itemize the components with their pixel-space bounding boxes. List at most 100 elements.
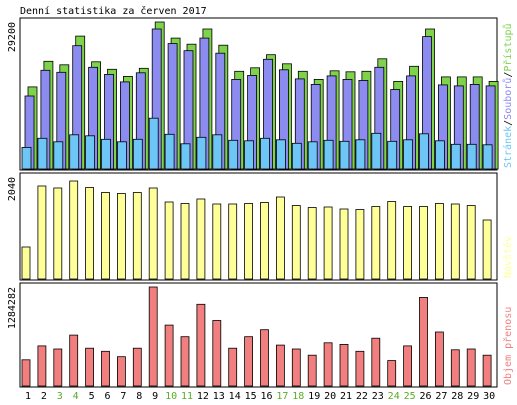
bar-volume-objem-day-29 [466, 348, 476, 387]
bar-visits-navstevy-day-21 [339, 208, 349, 280]
day-label: 22 [356, 391, 368, 402]
bar-hits-stranky-day-17 [275, 139, 286, 170]
bar-hits-stranky-day-20 [323, 139, 334, 170]
legend-item-soubory: Souborů [502, 78, 514, 120]
bar-visits-navstevy-day-5 [85, 187, 94, 280]
ymax-label-volume: 1284282 [7, 287, 18, 329]
bar-visits-navstevy-day-25 [403, 206, 413, 280]
bar-volume-objem-day-6 [101, 350, 110, 387]
day-label: 1 [25, 391, 31, 402]
ymax-label-visits: 2040 [7, 177, 18, 201]
bar-hits-stranky-day-16 [260, 137, 270, 170]
day-label: 12 [197, 391, 209, 402]
bar-hits-stranky-day-14 [228, 139, 239, 170]
bar-visits-navstevy-day-24 [387, 201, 397, 280]
bar-volume-objem-day-23 [371, 337, 381, 387]
day-label: 28 [451, 391, 463, 402]
chart-title: Denní statistika za červen 2017 [20, 5, 207, 17]
bar-visits-navstevy-day-6 [101, 192, 110, 280]
bar-hits-stranky-day-29 [466, 143, 477, 170]
panel-frame-volume [19, 282, 498, 388]
day-label: 7 [120, 391, 126, 402]
bar-hits-stranky-day-2 [37, 137, 48, 170]
bar-hits-stranky-day-6 [101, 138, 111, 170]
bar-hits-stranky-day-24 [387, 140, 398, 170]
bar-hits-stranky-day-11 [180, 143, 191, 170]
day-label: 6 [104, 391, 110, 402]
bar-visits-navstevy-day-16 [260, 202, 269, 280]
bar-volume-objem-day-18 [291, 348, 301, 387]
legend-item-objem: Objem přenosu [502, 307, 514, 385]
day-label: 21 [340, 391, 352, 402]
bar-visits-navstevy-day-23 [371, 206, 381, 280]
bar-volume-objem-day-15 [244, 336, 254, 387]
bar-visits-navstevy-day-2 [37, 185, 47, 280]
bar-volume-objem-day-13 [212, 320, 222, 387]
bar-volume-objem-day-5 [85, 347, 94, 387]
bar-visits-navstevy-day-10 [164, 201, 174, 280]
bar-hits-stranky-day-30 [482, 144, 493, 170]
bar-volume-objem-day-1 [21, 359, 31, 387]
day-label: 2 [41, 391, 47, 402]
legend-volume: Objem přenosu [502, 307, 514, 385]
bar-volume-objem-day-28 [450, 349, 460, 387]
day-label: 10 [165, 391, 177, 402]
day-label: 9 [152, 391, 158, 402]
bar-volume-objem-day-25 [403, 345, 413, 387]
legend-item-navstevy: Návštěv [502, 236, 514, 278]
bar-volume-objem-day-19 [307, 354, 317, 387]
bar-volume-objem-day-7 [117, 356, 126, 387]
day-label: 30 [483, 391, 495, 402]
legend-separator: / [503, 120, 514, 126]
panel-frame-visits [19, 172, 498, 281]
day-label: 3 [57, 391, 63, 402]
bar-visits-navstevy-day-18 [291, 205, 301, 280]
legend-hits: Stránek/Souborů/Přístupů [502, 23, 514, 168]
day-label: 8 [136, 391, 142, 402]
bar-hits-stranky-day-23 [371, 132, 382, 170]
bar-hits-stranky-day-27 [434, 140, 445, 170]
bar-volume-objem-day-30 [482, 354, 492, 387]
day-label: 25 [404, 391, 416, 402]
bar-hits-stranky-day-10 [164, 133, 175, 170]
bar-volume-objem-day-8 [132, 347, 142, 387]
day-label: 23 [372, 391, 384, 402]
bar-visits-navstevy-day-27 [434, 203, 444, 280]
day-label: 19 [308, 391, 320, 402]
bar-volume-objem-day-9 [148, 286, 158, 387]
bar-volume-objem-day-4 [69, 334, 79, 387]
legend-separator: / [503, 72, 514, 78]
bar-volume-objem-day-14 [228, 347, 238, 387]
ymax-label-hits: 29200 [7, 22, 18, 52]
bar-visits-navstevy-day-8 [132, 192, 142, 280]
bar-visits-navstevy-day-22 [355, 209, 365, 280]
day-label: 17 [276, 391, 288, 402]
bar-hits-stranky-day-26 [419, 133, 429, 170]
bar-volume-objem-day-22 [355, 350, 365, 387]
bar-visits-navstevy-day-17 [275, 196, 285, 280]
bar-visits-navstevy-day-13 [212, 203, 222, 280]
bar-volume-objem-day-16 [260, 329, 269, 387]
bar-volume-objem-day-10 [164, 324, 174, 387]
legend-item-pristupy: Přístupů [502, 23, 514, 71]
day-label: 26 [419, 391, 431, 402]
day-label: 11 [181, 391, 193, 402]
day-label: 4 [73, 391, 79, 402]
bar-visits-navstevy-day-19 [307, 207, 317, 280]
bar-volume-objem-day-27 [434, 331, 444, 387]
bar-volume-objem-day-12 [196, 303, 206, 387]
bar-hits-stranky-day-3 [53, 141, 64, 170]
bar-volume-objem-day-11 [180, 336, 190, 387]
bar-visits-navstevy-day-28 [450, 203, 460, 280]
day-label: 18 [292, 391, 304, 402]
bar-volume-objem-day-3 [53, 348, 63, 387]
bar-visits-navstevy-day-11 [180, 203, 190, 280]
bar-visits-navstevy-day-1 [21, 246, 31, 280]
bar-hits-stranky-day-7 [117, 141, 127, 170]
bar-visits-navstevy-day-29 [466, 205, 476, 280]
bar-visits-navstevy-day-3 [53, 187, 63, 280]
bar-hits-stranky-day-22 [355, 139, 366, 170]
bar-hits-stranky-day-25 [403, 139, 414, 170]
